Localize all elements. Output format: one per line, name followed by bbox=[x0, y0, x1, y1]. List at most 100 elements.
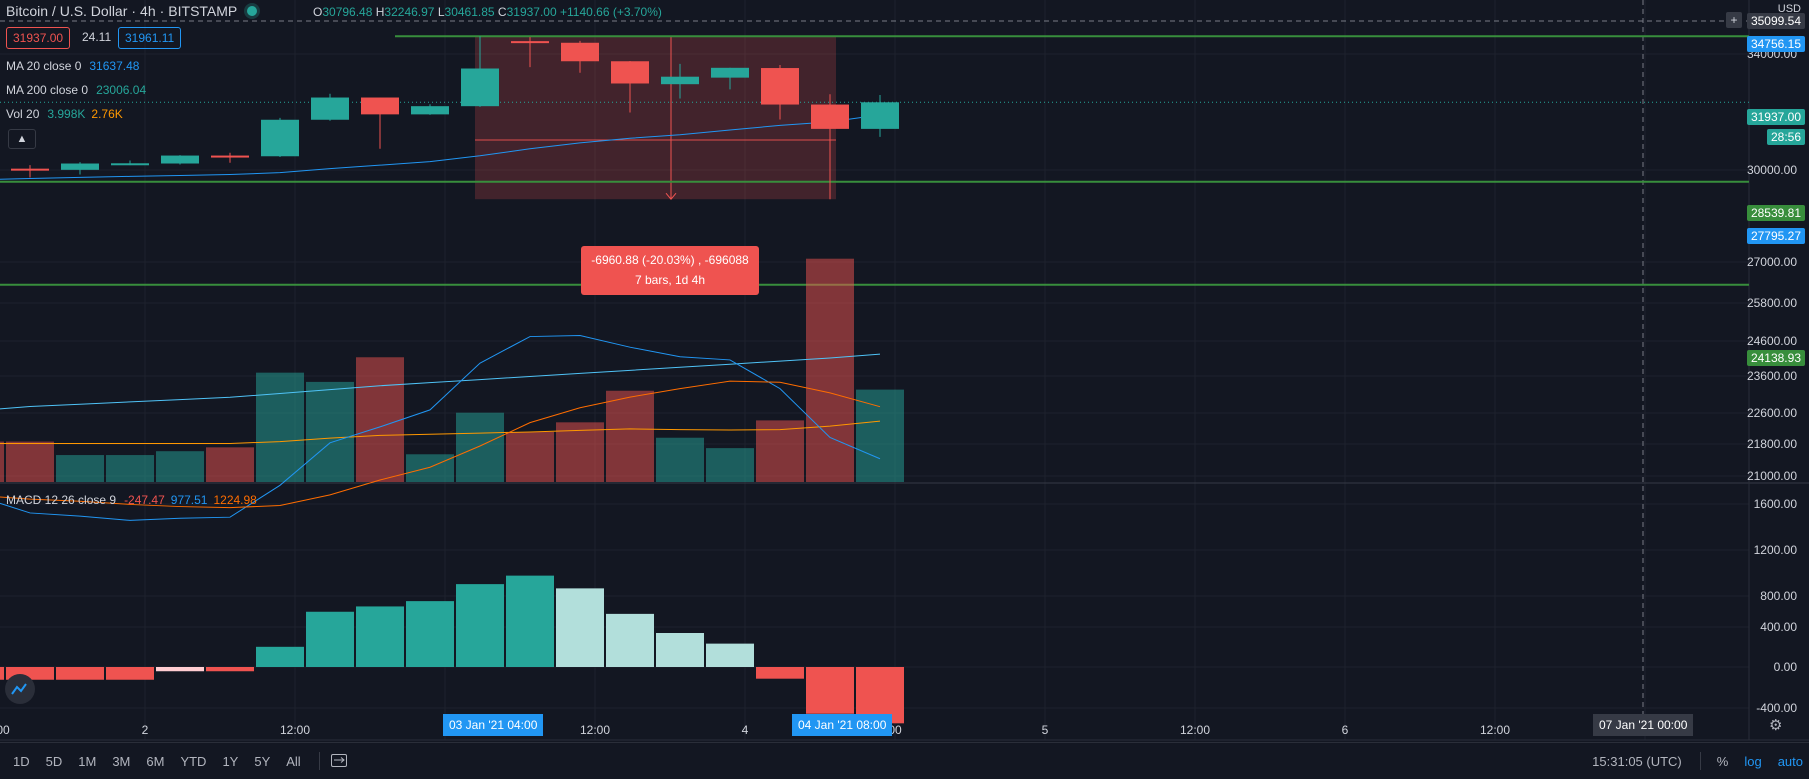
chevron-up-icon[interactable]: ▲ bbox=[8, 129, 36, 149]
legend-ma20[interactable]: MA 20 close 0 31637.48 bbox=[6, 59, 139, 73]
price-axis-tick: 21800.00 bbox=[1746, 437, 1797, 451]
macd-axis-tick: 800.00 bbox=[1760, 589, 1797, 603]
macd-histogram-bar bbox=[0, 667, 4, 680]
volume-bar bbox=[6, 441, 54, 482]
range-button-6m[interactable]: 6M bbox=[146, 753, 165, 769]
interval-label[interactable]: 4h bbox=[140, 3, 156, 19]
volume-bar bbox=[706, 448, 754, 482]
percent-toggle[interactable]: % bbox=[1716, 753, 1729, 769]
range-button-5y[interactable]: 5Y bbox=[254, 753, 271, 769]
measure-tooltip: -6960.88 (-20.03%) , -696088 7 bars, 1d … bbox=[581, 246, 759, 295]
macd-line bbox=[0, 334, 881, 521]
high-value: 32246.97 bbox=[384, 5, 435, 19]
exchange-label: BITSTAMP bbox=[168, 3, 238, 19]
macd-histogram-bar bbox=[606, 613, 654, 667]
calendar-range-icon[interactable] bbox=[330, 752, 348, 771]
range-button-1d[interactable]: 1D bbox=[13, 753, 30, 769]
add-alert-icon[interactable]: + bbox=[1726, 12, 1742, 28]
range-button-all[interactable]: All bbox=[286, 753, 301, 769]
auto-toggle[interactable]: auto bbox=[1777, 753, 1803, 769]
chart-header: Bitcoin / U.S. Dollar · 4h · BITSTAMP bbox=[6, 3, 263, 19]
volume-ma-line bbox=[0, 420, 881, 444]
macd-histogram-bar bbox=[56, 667, 104, 680]
price-axis-tick: 24600.00 bbox=[1746, 334, 1797, 348]
measure-line1: -6960.88 (-20.03%) , -696088 bbox=[591, 253, 749, 267]
clock-time[interactable]: 15:31:05 (UTC) bbox=[1592, 753, 1682, 769]
time-highlight-end: 04 Jan '21 08:00 bbox=[792, 714, 893, 736]
macd-axis-tick: 400.00 bbox=[1760, 620, 1797, 634]
open-key: O bbox=[313, 5, 323, 19]
signal-value: 1224.98 bbox=[213, 493, 257, 507]
ohlc-values: O30796.48 H32246.97 L30461.85 C31937.00 … bbox=[313, 5, 662, 19]
volume-bar bbox=[856, 389, 904, 482]
range-button-1y[interactable]: 1Y bbox=[222, 753, 239, 769]
macd-histogram-bar bbox=[156, 667, 204, 672]
volume-bar bbox=[806, 258, 854, 482]
macd-axis-tick: 1200.00 bbox=[1753, 543, 1797, 557]
candle-body-down bbox=[211, 155, 249, 158]
volume-bar bbox=[156, 451, 204, 482]
price-axis-tick: 25800.00 bbox=[1746, 296, 1797, 310]
market-open-icon bbox=[247, 6, 258, 16]
candle-body-down bbox=[511, 41, 549, 44]
volume-bar bbox=[606, 390, 654, 482]
macd-signal-line bbox=[0, 380, 881, 509]
macd-axis-tick: 1600.00 bbox=[1753, 497, 1797, 511]
candle-body-down bbox=[361, 97, 399, 115]
legend-macd[interactable]: MACD 12 26 close 9 -247.47 977.51 1224.98 bbox=[6, 493, 257, 507]
macd-hist-value: -247.47 bbox=[124, 493, 165, 507]
volume-bar bbox=[256, 372, 304, 482]
tradingview-logo-icon[interactable] bbox=[5, 674, 35, 704]
legend-ma200[interactable]: MA 200 close 0 23006.04 bbox=[6, 83, 146, 97]
candle-body-up bbox=[711, 67, 749, 78]
gear-icon[interactable]: ⚙ bbox=[1769, 717, 1783, 734]
candle-body-up bbox=[161, 155, 199, 164]
price-axis-tick: 23600.00 bbox=[1746, 369, 1797, 383]
crosshair-price-label: 35099.54 bbox=[1746, 13, 1805, 29]
bottom-toolbar: 1D 5D 1M 3M 6M YTD 1Y 5Y All 15:31:05 (U… bbox=[0, 742, 1809, 779]
volume-bar bbox=[556, 422, 604, 482]
time-axis-tick: 12:00 bbox=[579, 723, 611, 737]
time-crosshair-label: 07 Jan '21 00:00 bbox=[1593, 714, 1694, 736]
toolbar-divider bbox=[1699, 752, 1701, 770]
time-axis-tick: 5 bbox=[1041, 723, 1049, 737]
legend-value: 31637.48 bbox=[89, 59, 140, 73]
time-axis-tick: 12:00 bbox=[279, 723, 311, 737]
time-axis-tick: 4 bbox=[741, 723, 749, 737]
toolbar-divider bbox=[318, 752, 320, 770]
range-button-1m[interactable]: 1M bbox=[78, 753, 97, 769]
measure-rectangle bbox=[475, 36, 836, 200]
time-axis-tick: 12:00 bbox=[1179, 723, 1211, 737]
candle-body-up bbox=[661, 76, 699, 85]
legend-value: 23006.04 bbox=[96, 83, 147, 97]
range-button-ytd[interactable]: YTD bbox=[180, 753, 207, 769]
spread-value: 24.11 bbox=[82, 30, 112, 44]
volume-bar bbox=[756, 420, 804, 482]
range-button-3m[interactable]: 3M bbox=[112, 753, 131, 769]
volume-bar bbox=[56, 455, 104, 482]
macd-histogram-bar bbox=[406, 601, 454, 667]
candle-body-up bbox=[311, 97, 349, 120]
legend-name: MACD 12 26 close 9 bbox=[6, 493, 117, 507]
volume-bar bbox=[356, 357, 404, 482]
volume-bar bbox=[106, 455, 154, 482]
volume-bar bbox=[0, 441, 4, 482]
price-axis-label: 28539.81 bbox=[1746, 205, 1805, 221]
symbol-title[interactable]: Bitcoin / U.S. Dollar bbox=[6, 3, 128, 19]
candle-body-up bbox=[111, 163, 149, 166]
time-highlight-start: 03 Jan '21 04:00 bbox=[443, 714, 544, 736]
buy-price-box[interactable]: 31961.11 bbox=[118, 27, 182, 49]
ma20-line bbox=[0, 114, 881, 180]
currency-label[interactable]: USD bbox=[1777, 3, 1801, 15]
sell-price-box[interactable]: 31937.00 bbox=[6, 27, 71, 49]
macd-histogram-bar bbox=[356, 606, 404, 667]
time-axis-tick: 6 bbox=[1341, 723, 1349, 737]
time-axis-tick: 2 bbox=[141, 723, 149, 737]
log-toggle[interactable]: log bbox=[1744, 753, 1762, 769]
measure-arrow-head bbox=[665, 192, 677, 200]
candle-body-down bbox=[811, 104, 849, 129]
low-key: L bbox=[437, 5, 445, 19]
range-button-5d[interactable]: 5D bbox=[45, 753, 63, 769]
legend-volume[interactable]: Vol 20 3.998K 2.76K bbox=[6, 107, 123, 121]
